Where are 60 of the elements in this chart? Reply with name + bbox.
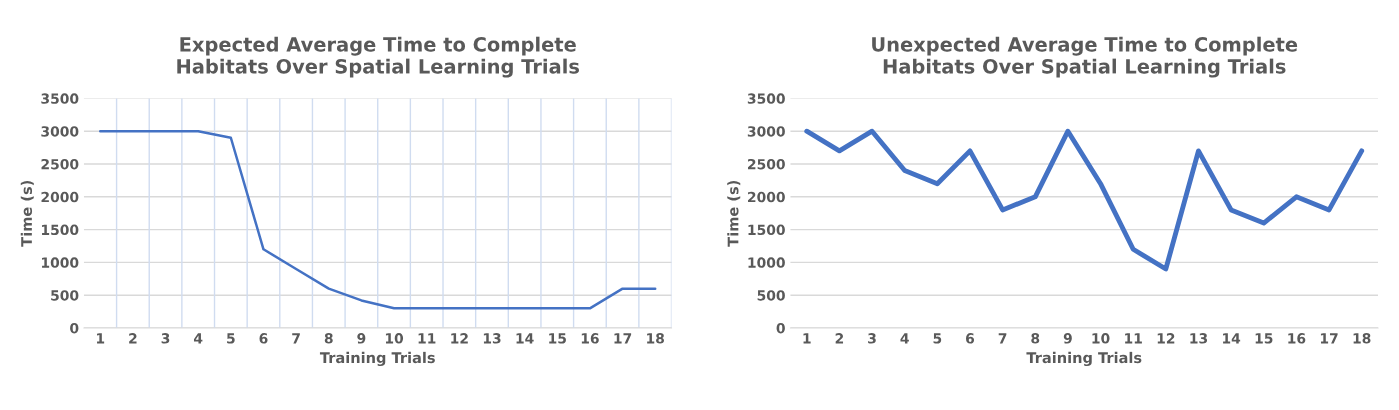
x-tick-label: 1: [97, 333, 105, 344]
x-tick-label: 9: [357, 333, 366, 344]
y-tick-label: 0: [776, 322, 785, 334]
x-tick-label: 10: [1092, 333, 1110, 344]
x-tick-label: 8: [324, 333, 333, 344]
x-tick-label: 10: [385, 333, 404, 344]
x-tick-label: 4: [900, 333, 909, 344]
y-tick-label: 1500: [748, 224, 785, 236]
x-tick-label: 12: [451, 333, 468, 344]
x-tick-label: 4: [193, 333, 203, 344]
x-tick-label: 11: [1125, 333, 1142, 344]
y-tick-label: 1000: [748, 257, 785, 268]
x-tick-label: 14: [516, 333, 534, 344]
y-axis-title: Time (s): [727, 180, 741, 247]
chart-title: Unexpected Average Time to Complete Habitats Over Spatial Learning Trials: [872, 36, 1298, 78]
x-tick-label: 2: [835, 333, 844, 344]
x-tick-label: 6: [966, 333, 975, 344]
y-tick-label: 500: [757, 290, 785, 301]
x-tick-label: 16: [581, 333, 599, 344]
y-tick-label: 2000: [41, 191, 79, 203]
x-tick-label: 7: [998, 333, 1007, 344]
y-tick-label: 1000: [41, 257, 79, 268]
y-tick-label: 3500: [747, 93, 785, 104]
y-tick-label: 0: [70, 322, 79, 334]
y-tick-label: 1500: [41, 224, 79, 236]
y-tick-label: 2000: [748, 191, 785, 203]
x-tick-label: 7: [292, 333, 300, 344]
x-tick-label: 5: [933, 333, 942, 344]
y-tick-label: 2500: [748, 158, 785, 170]
x-tick-label: 15: [549, 333, 566, 344]
y-tick-label: 3500: [41, 93, 79, 104]
x-tick-label: 9: [1063, 333, 1072, 344]
x-tick-label: 17: [1320, 333, 1338, 344]
x-tick-label: 13: [483, 333, 501, 344]
x-tick-label: 2: [129, 333, 137, 344]
y-axis-title: Time (s): [20, 180, 34, 247]
x-tick-label: 13: [1190, 333, 1208, 344]
x-tick-label: 3: [161, 333, 170, 344]
x-tick-label: 3: [868, 333, 876, 344]
x-tick-label: 12: [1157, 333, 1175, 344]
x-tick-label: 6: [259, 333, 268, 344]
line-series: [804, 128, 1365, 272]
x-tick-label: 18: [1353, 333, 1371, 344]
x-tick-label: 17: [614, 333, 632, 344]
x-tick-label: 5: [227, 333, 235, 344]
x-tick-label: 15: [1255, 333, 1273, 344]
x-axis-title: Training Trials: [319, 351, 435, 367]
x-tick-label: 16: [1288, 333, 1306, 344]
chart-title: Expected Average Time to Complete Habitats Over Spatial Learning Trials: [177, 36, 580, 78]
line-series: [99, 129, 657, 310]
x-axis-title: Training Trials: [1026, 351, 1142, 367]
x-tick-label: 18: [647, 333, 664, 344]
y-tick-label: 500: [51, 290, 79, 301]
y-tick-label: 2500: [41, 158, 79, 170]
x-tick-label: 11: [418, 333, 436, 344]
y-tick-label: 3000: [747, 126, 785, 137]
x-tick-label: 14: [1223, 333, 1241, 344]
y-tick-label: 3000: [41, 126, 79, 137]
x-tick-label: 1: [803, 333, 811, 344]
x-tick-label: 8: [1031, 333, 1040, 344]
